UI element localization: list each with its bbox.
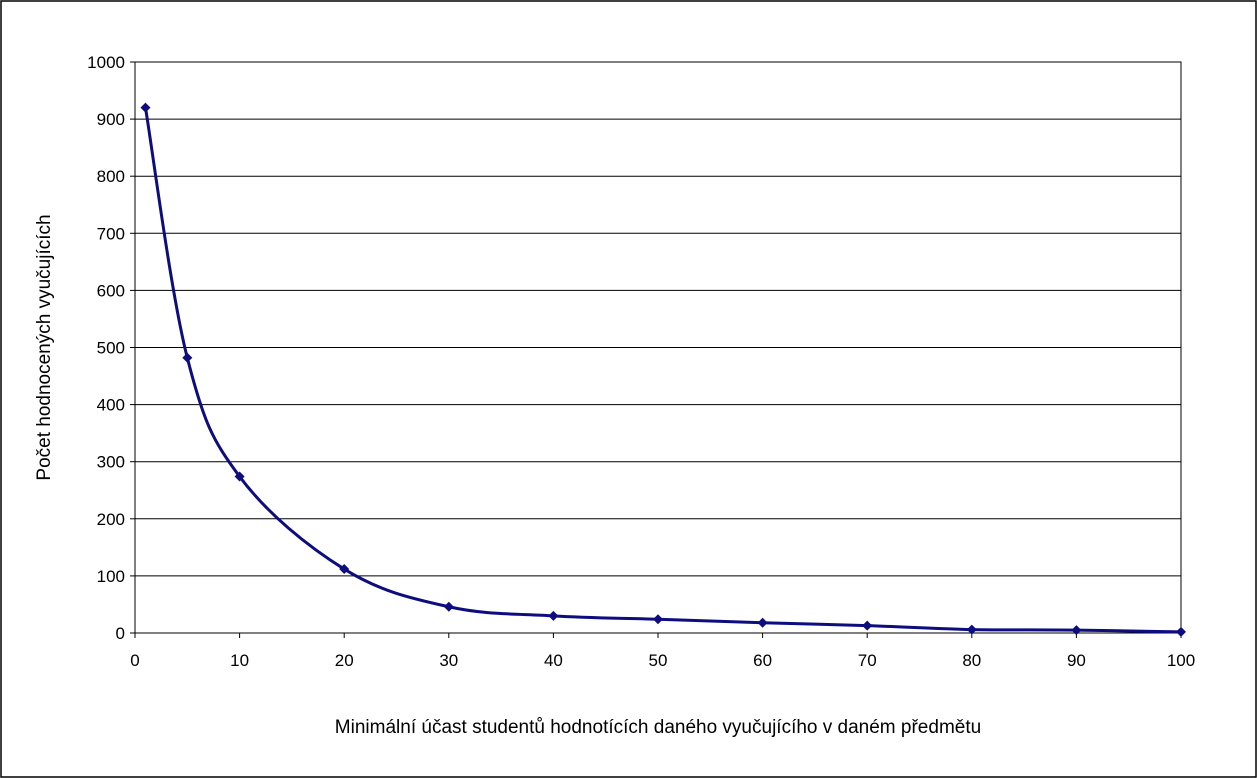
x-tick-label: 50 xyxy=(649,651,668,670)
data-point-marker xyxy=(966,624,977,635)
data-point-marker xyxy=(757,617,768,628)
y-tick-label: 400 xyxy=(97,396,125,415)
y-tick-label: 700 xyxy=(97,224,125,243)
data-point-marker xyxy=(1176,626,1186,637)
y-tick-label: 300 xyxy=(97,453,125,472)
y-tick-label: 0 xyxy=(116,624,125,643)
data-point-marker xyxy=(234,471,245,482)
data-point-marker xyxy=(339,564,350,575)
data-point-marker xyxy=(862,620,873,631)
y-tick-label: 500 xyxy=(97,339,125,358)
x-tick-label: 20 xyxy=(335,651,354,670)
y-axis: 0 100 200 300 400 500 600 700 800 900 1000 xyxy=(87,53,135,643)
y-tick-label: 900 xyxy=(97,110,125,129)
x-tick-label: 10 xyxy=(230,651,249,670)
data-point-marker xyxy=(182,352,193,363)
data-point-marker xyxy=(1071,625,1082,636)
x-tick-label: 100 xyxy=(1167,651,1195,670)
x-axis-title: Minimální účast studentů hodnotících dan… xyxy=(335,717,981,738)
y-tick-label: 600 xyxy=(97,281,125,300)
data-point-marker xyxy=(653,614,663,625)
data-point-marker xyxy=(548,610,559,621)
x-tick-label: 70 xyxy=(858,651,877,670)
y-tick-label: 1000 xyxy=(87,53,125,72)
y-tick-label: 800 xyxy=(97,167,125,186)
y-tick-label: 100 xyxy=(97,567,125,586)
x-tick-label: 40 xyxy=(544,651,563,670)
y-axis-title: Počet hodnocených vyučujících xyxy=(34,214,55,480)
y-tick-label: 200 xyxy=(97,510,125,529)
data-point-marker xyxy=(443,601,454,612)
x-tick-label: 0 xyxy=(130,651,139,670)
x-tick-label: 60 xyxy=(753,651,772,670)
data-point-marker xyxy=(140,102,151,113)
x-tick-label: 80 xyxy=(962,651,981,670)
series-markers xyxy=(140,102,1186,637)
x-tick-label: 90 xyxy=(1067,651,1086,670)
x-tick-label: 30 xyxy=(439,651,458,670)
x-axis: 0 10 20 30 40 50 60 70 80 90 100 xyxy=(130,633,1195,670)
